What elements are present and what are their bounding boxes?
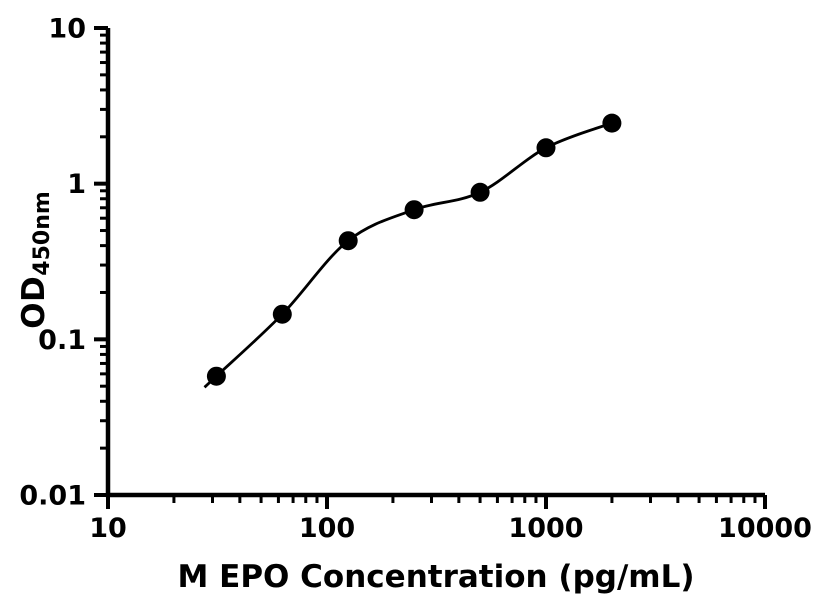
x-axis-title: M EPO Concentration (pg/mL) [177, 559, 695, 595]
y-axis-title-subscript: 450nm [30, 191, 55, 276]
y-tick-label: 0.1 [38, 325, 86, 356]
y-tick-label: 0.01 [19, 481, 86, 512]
y-axis-title-main: OD [16, 275, 52, 329]
x-tick-label: 100 [299, 513, 355, 544]
data-point [404, 200, 424, 220]
data-point [536, 138, 556, 158]
y-axis-title: OD450nm [16, 191, 55, 329]
y-tick-label: 10 [48, 14, 86, 45]
x-tick-label: 1000 [508, 513, 583, 544]
x-tick-label: 10000 [718, 513, 812, 544]
x-tick-label: 10 [89, 513, 127, 544]
data-point [602, 113, 622, 133]
data-point [206, 366, 226, 386]
data-point [470, 182, 490, 202]
y-tick-label: 1 [67, 169, 86, 200]
fit-curve [203, 121, 613, 389]
data-point [272, 304, 292, 324]
axes [105, 28, 765, 498]
data-point [338, 231, 358, 251]
